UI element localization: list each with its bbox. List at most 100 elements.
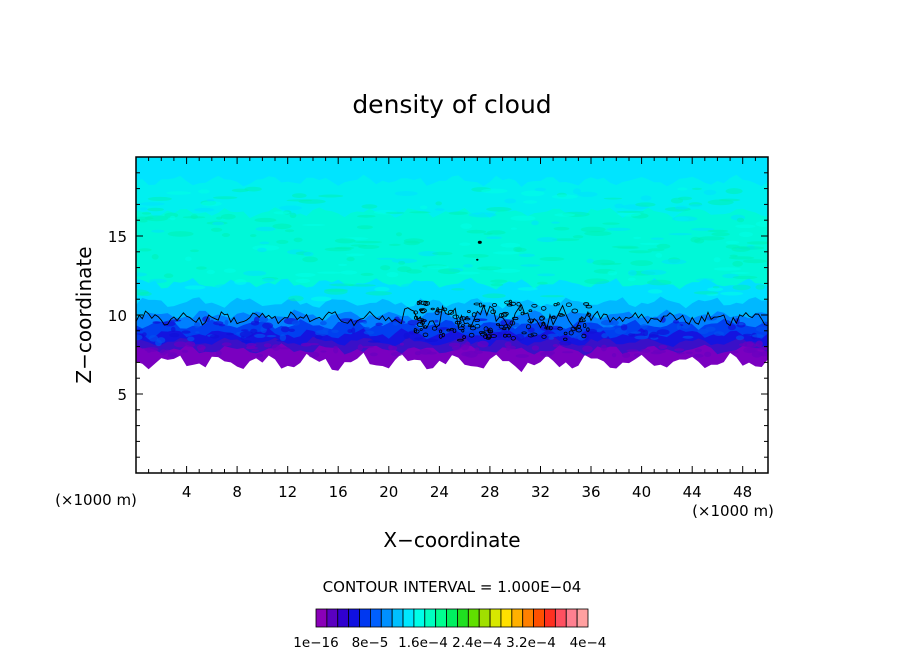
contour-speck [413,310,419,315]
texture-patch [703,189,717,196]
texture-patch [284,229,295,233]
contour-speck [509,320,516,326]
texture-patch [144,347,159,352]
x-tick-label: 36 [581,483,600,501]
texture-patch [448,211,468,215]
texture-patch [263,343,272,348]
contour-speck [474,318,480,322]
colorbar-swatch [533,608,545,628]
texture-patch [711,232,730,237]
texture-patch [187,336,195,342]
texture-patch [725,240,740,245]
texture-patch [551,194,578,199]
texture-patch [451,288,465,291]
texture-patch [195,331,200,334]
contour-speck [557,326,563,331]
texture-patch [493,268,521,273]
texture-patch [226,332,234,336]
texture-patch [398,261,406,265]
texture-patch [518,253,535,257]
texture-patch [272,223,292,230]
texture-patch [626,349,639,353]
texture-patch [167,231,194,237]
texture-patch [243,270,267,276]
texture-patch [520,264,540,267]
texture-patch [256,353,264,358]
texture-patch [148,278,167,284]
texture-patch [707,287,724,292]
texture-patch [738,231,753,237]
texture-patch [292,193,307,199]
colorbar-label: 4e−4 [570,635,607,651]
texture-patch [273,211,290,215]
texture-patch [361,345,374,349]
colorbar-label: 1e−16 [293,635,338,651]
texture-patch [668,233,693,236]
texture-patch [333,345,338,349]
texture-patch [224,319,229,326]
density-field-layers [136,157,768,373]
texture-patch [694,348,703,353]
texture-patch [742,259,767,264]
texture-patch [221,342,232,347]
contour-speck [571,308,579,314]
texture-patch [682,335,694,339]
texture-patch [676,323,682,330]
texture-patch [712,286,720,289]
contour-speck [419,308,427,314]
contour-speck [418,300,423,305]
texture-patch [240,336,245,340]
texture-patch [628,250,652,254]
texture-patch [755,221,768,227]
texture-patch [169,215,176,221]
texture-patch [163,273,174,279]
contour-speck [541,306,547,311]
texture-patch [414,351,421,356]
texture-patch [761,321,768,325]
texture-patch [468,212,497,218]
texture-patch [634,335,649,340]
contour-line [136,303,768,331]
texture-patch [220,213,236,220]
texture-patch [418,251,439,257]
contour-speck [516,302,521,307]
texture-patch [640,269,667,276]
texture-patch [289,212,297,218]
texture-patch [746,241,768,245]
texture-patch [194,321,201,329]
y-tick-label: 15 [108,228,127,246]
texture-patch [139,207,148,211]
density-field-texture [136,186,768,358]
texture-patch [483,232,493,236]
texture-patch [464,350,478,358]
texture-patch [198,189,210,194]
texture-patch [697,236,725,241]
contour-speck [413,315,418,320]
texture-patch [630,260,653,266]
texture-patch [194,207,215,212]
texture-patch [197,347,205,353]
texture-patch [459,242,471,246]
texture-patch [148,335,159,342]
contour-speck [465,315,469,319]
texture-patch [206,269,215,275]
texture-patch [551,221,560,224]
texture-patch [365,326,370,330]
texture-patch [170,326,176,332]
texture-patch [347,329,353,333]
x-tick-label: 8 [232,483,242,501]
colorbar-swatch [402,608,415,628]
texture-patch [536,281,548,285]
texture-patch [481,188,508,194]
texture-patch [432,251,453,256]
contour-speck [462,335,466,340]
texture-patch [739,343,746,347]
texture-patch [650,237,664,240]
plot-area [136,157,768,473]
contour-speck [551,315,556,319]
texture-patch [755,340,763,348]
texture-patch [579,322,590,330]
texture-patch [255,226,276,232]
texture-patch [514,247,527,252]
texture-patch [466,229,486,234]
